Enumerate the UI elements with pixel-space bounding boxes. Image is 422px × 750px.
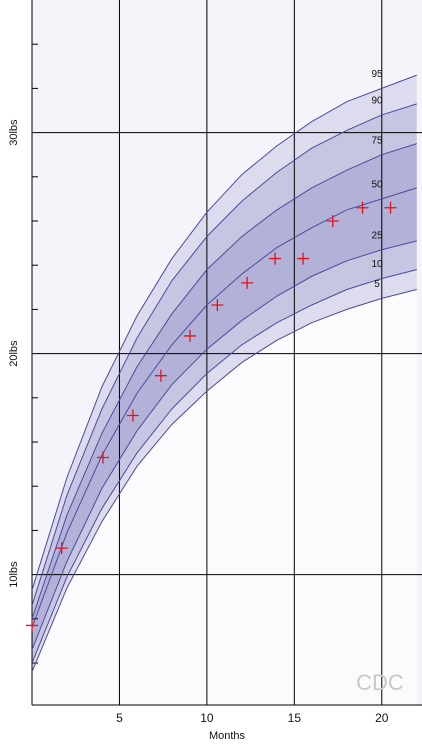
x-tick-label: 5 — [116, 711, 123, 725]
curve-label: 75 — [371, 135, 383, 146]
curve-label: 25 — [371, 230, 383, 241]
bands — [32, 75, 417, 705]
measurement-point — [55, 542, 68, 555]
x-tick-label: 15 — [288, 711, 302, 725]
percentile-band — [32, 187, 417, 650]
measurement-point — [356, 201, 369, 214]
x-tick-label: 10 — [200, 711, 214, 725]
curve-label: 5 — [374, 279, 380, 290]
below-region — [32, 289, 417, 705]
y-tick-label: 10lbs — [8, 561, 20, 588]
measurement-point — [326, 215, 339, 228]
percentile-curve — [31, 269, 417, 664]
percentile-curve — [31, 187, 417, 628]
measurement-point — [154, 369, 167, 382]
measurement-point — [97, 451, 110, 464]
percentile-curve — [31, 143, 417, 619]
curve-label: 50 — [371, 180, 383, 191]
curve-label: 10 — [371, 259, 383, 270]
x-axis-label: Months — [209, 730, 246, 742]
y-tick-label: 30lbs — [8, 119, 20, 146]
measurement-point — [183, 329, 196, 342]
curve-label: 95 — [371, 69, 383, 80]
measurement-point — [297, 252, 310, 265]
percentile-curve — [31, 103, 417, 606]
measurement-point — [126, 409, 139, 422]
y-tick-label: 20lbs — [8, 340, 20, 367]
measurement-point — [211, 298, 224, 311]
percentile-band — [32, 143, 417, 628]
measurement-point — [26, 619, 38, 632]
chart-layer: 10lbs 20lbs 30lbs 5 10 15 20 95 90 75 50 25 10 5 — [8, 0, 422, 725]
percentile-curve — [31, 289, 417, 673]
measurement-point — [269, 252, 282, 265]
percentile-curve — [31, 240, 417, 650]
percentile-curve — [31, 74, 417, 591]
watermark: CDC — [356, 670, 404, 695]
x-tick-label: 20 — [375, 711, 389, 725]
measurement-point — [384, 201, 397, 214]
measurement-point — [241, 276, 254, 289]
percentile-band — [32, 103, 417, 619]
curve-label: 90 — [371, 96, 383, 107]
